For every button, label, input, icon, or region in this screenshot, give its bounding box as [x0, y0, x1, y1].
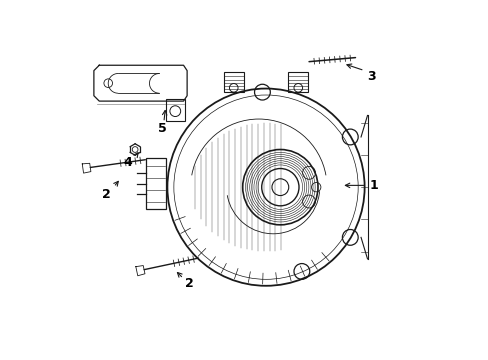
Bar	[223, 72, 244, 92]
Bar	[287, 72, 308, 92]
Text: 1: 1	[369, 179, 378, 192]
Text: 2: 2	[102, 188, 111, 201]
Bar	[165, 99, 185, 121]
Text: 3: 3	[367, 69, 375, 82]
Text: 5: 5	[157, 122, 166, 135]
Bar	[145, 158, 165, 209]
Text: 2: 2	[184, 278, 193, 291]
Text: 4: 4	[123, 156, 132, 169]
